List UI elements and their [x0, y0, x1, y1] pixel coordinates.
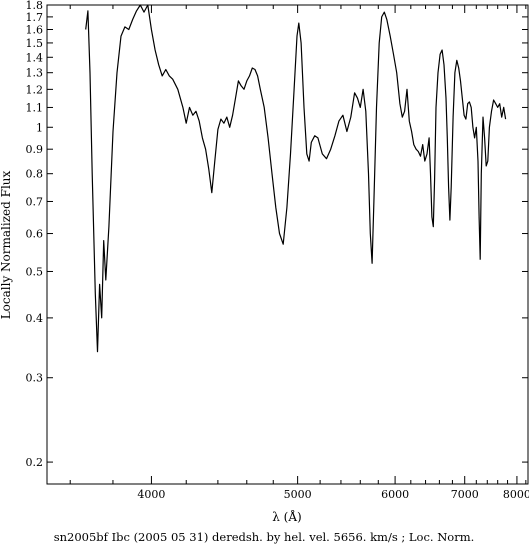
x-tick-label: 5000: [284, 488, 312, 501]
plot-frame: [46, 4, 529, 485]
series-group: [85, 4, 507, 353]
y-tick-label: 1.2: [26, 83, 44, 96]
y-tick-label: 0.4: [26, 312, 44, 325]
y-tick-label: 0.8: [26, 168, 44, 181]
x-tick-label: 6000: [381, 488, 409, 501]
y-tick-label: 1.3: [26, 67, 44, 80]
y-tick-label: 1.7: [26, 11, 44, 24]
y-tick-label: 0.3: [26, 372, 44, 385]
x-tick-label: 8000: [503, 488, 529, 501]
y-tick-label: 0.2: [26, 456, 44, 469]
y-tick-label: 1.6: [26, 24, 44, 37]
y-axis: 0.2 0.3 0.4 0.5 0.6 0.7 0.8 0.9 1 1.1 1.2 1.3 1.41.5…: [26, 0, 528, 469]
y-tick-label: 1.8: [26, 0, 44, 12]
chart-caption: sn2005bf Ibc (2005 05 31) deredsh. by he…: [54, 530, 475, 544]
x-tick-label: 7000: [451, 488, 479, 501]
spectrum-line: [85, 4, 507, 353]
x-axis-label: λ (Å): [272, 509, 301, 524]
y-axis-label: Locally Normalized Flux: [0, 170, 13, 319]
y-tick-label: 1: [36, 121, 43, 134]
y-tick-label: 1.5: [26, 37, 44, 50]
y-tick-label: 0.7: [26, 195, 44, 208]
y-tick-label: 0.9: [26, 143, 44, 156]
y-tick-label: 0.5: [26, 265, 44, 278]
y-tick-label: 1.4: [26, 51, 44, 64]
x-axis: 4000 5000 6000 7000 8000: [69, 5, 529, 501]
y-tick-label: 1.1: [26, 101, 44, 114]
y-tick-label: 0.6: [26, 228, 44, 241]
x-tick-label: 4000: [137, 488, 165, 501]
